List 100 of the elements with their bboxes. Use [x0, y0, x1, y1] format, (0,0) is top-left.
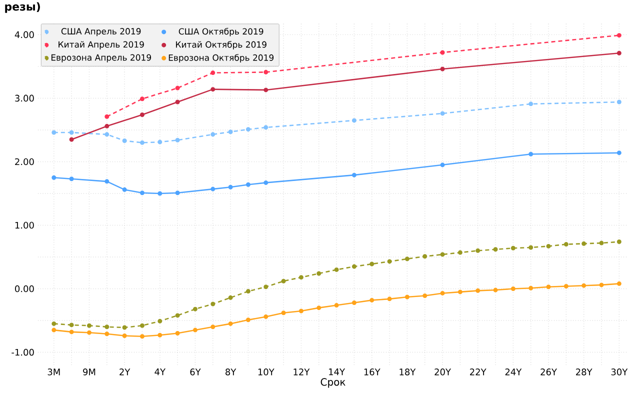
- point: [582, 283, 586, 288]
- point: [264, 88, 268, 92]
- point: [246, 318, 250, 322]
- point: [158, 191, 162, 196]
- point: [158, 332, 162, 338]
- point: [175, 86, 180, 90]
- point: [528, 286, 534, 290]
- point: [510, 246, 516, 250]
- point: [528, 102, 534, 106]
- point: [69, 330, 74, 334]
- x-axis-title: Срок: [320, 378, 346, 388]
- point: [210, 132, 216, 137]
- point: [264, 314, 268, 319]
- point: [334, 303, 339, 308]
- point: [370, 262, 374, 266]
- y-tick-label: 1.00: [15, 222, 34, 229]
- point: [175, 138, 180, 142]
- point: [158, 140, 162, 144]
- x-tick-label: 26Y: [540, 368, 557, 376]
- point: [510, 286, 516, 292]
- point: [352, 118, 356, 123]
- point: [264, 70, 268, 74]
- point: [52, 175, 56, 180]
- point: [192, 328, 198, 332]
- point: [440, 50, 445, 55]
- point: [210, 302, 216, 306]
- chart-title: резы): [5, 2, 40, 13]
- point: [104, 132, 110, 137]
- point: [104, 114, 110, 119]
- point: [140, 96, 144, 102]
- point: [387, 296, 392, 302]
- point: [122, 138, 127, 144]
- point: [228, 130, 233, 134]
- point: [175, 100, 180, 104]
- point: [616, 240, 622, 244]
- point: [104, 124, 110, 128]
- point: [599, 282, 604, 288]
- point: [281, 278, 286, 284]
- point: [175, 313, 180, 318]
- x-tick-label: 8Y: [226, 368, 236, 376]
- x-tick-label: 14Y: [329, 368, 346, 376]
- point: [493, 247, 498, 252]
- point: [334, 267, 339, 272]
- point: [69, 176, 74, 182]
- y-tick-label: -1.00: [12, 348, 34, 356]
- point: [298, 308, 304, 314]
- point: [104, 179, 110, 184]
- point: [86, 330, 92, 335]
- point: [387, 259, 392, 264]
- point: [104, 324, 110, 330]
- y-tick-label: 3.00: [15, 94, 34, 102]
- point: [210, 324, 216, 330]
- x-tick-label: 3M: [48, 368, 60, 376]
- x-tick-label: 18Y: [400, 368, 416, 376]
- point: [69, 137, 74, 142]
- point: [122, 334, 127, 338]
- point: [370, 298, 374, 302]
- point: [528, 245, 534, 250]
- point: [440, 162, 445, 168]
- point: [493, 288, 498, 292]
- point: [352, 264, 356, 269]
- point: [582, 241, 586, 246]
- point: [264, 125, 268, 130]
- point: [228, 184, 233, 190]
- point: [122, 325, 127, 330]
- x-tick-label: 22Y: [470, 368, 486, 376]
- point: [140, 190, 144, 196]
- point: [616, 50, 622, 56]
- point: [422, 254, 428, 259]
- point: [298, 275, 304, 280]
- x-tick-label: 2Y: [120, 368, 130, 376]
- point: [440, 252, 445, 257]
- point: [440, 66, 445, 72]
- x-tick-label: 9M: [83, 368, 96, 376]
- point: [458, 250, 462, 255]
- point: [264, 284, 268, 290]
- point: [616, 281, 622, 286]
- legend-label: США Октябрь 2019: [178, 28, 264, 36]
- point: [210, 70, 216, 76]
- point: [616, 33, 622, 38]
- x-tick-label: 28Y: [576, 368, 592, 376]
- point: [404, 256, 410, 262]
- legend-label: США Апрель 2019: [61, 28, 141, 36]
- point: [316, 271, 322, 276]
- point: [140, 334, 144, 339]
- y-tick-label: 4.00: [14, 31, 34, 38]
- point: [458, 290, 462, 294]
- point: [228, 321, 233, 326]
- legend-label: Еврозона Октябрь 2019: [168, 54, 274, 62]
- x-tick-label: 24Y: [505, 368, 522, 376]
- point: [210, 87, 216, 92]
- point: [599, 240, 604, 246]
- x-tick-label: 16Y: [364, 368, 380, 376]
- point: [616, 150, 622, 156]
- point: [440, 290, 445, 296]
- point: [86, 323, 92, 328]
- y-tick-label: 0.00: [15, 285, 34, 292]
- point: [158, 318, 162, 324]
- point: [564, 284, 568, 288]
- point: [140, 140, 144, 145]
